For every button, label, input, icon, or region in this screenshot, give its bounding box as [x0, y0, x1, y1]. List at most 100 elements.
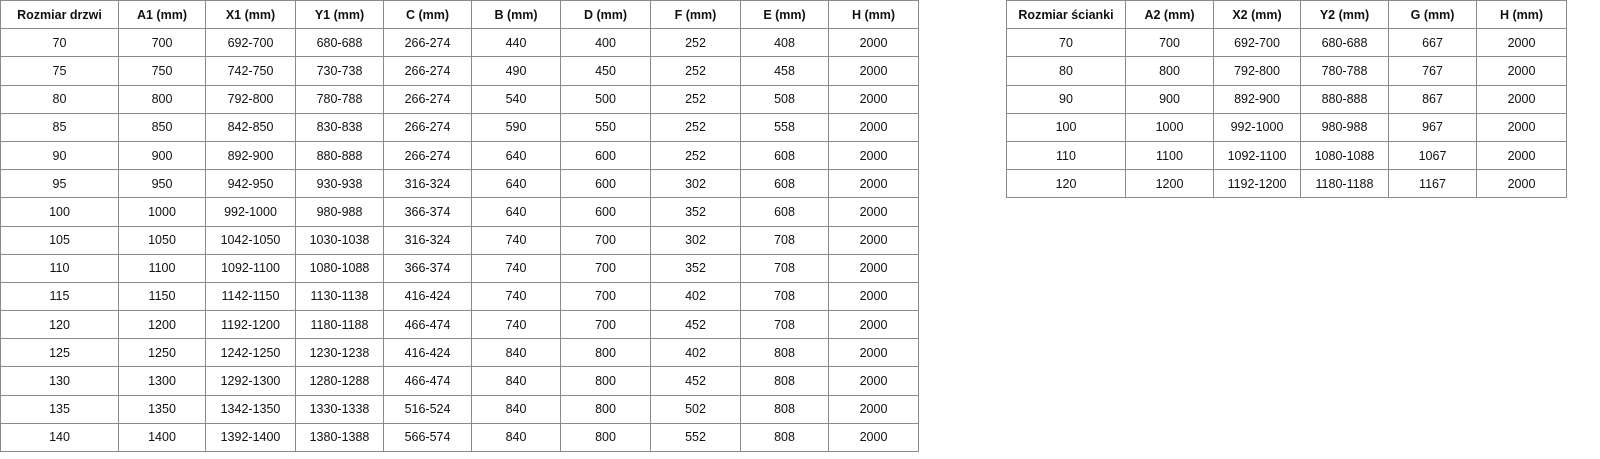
table-cell: 1042-1050: [205, 225, 296, 255]
column-header: X1 (mm): [205, 0, 296, 30]
table-cell: 680-688: [295, 28, 384, 58]
column-header: Y1 (mm): [295, 0, 384, 30]
table-cell: 800: [560, 422, 651, 453]
table-cell: 266-274: [383, 112, 472, 142]
table-cell: 808: [740, 366, 829, 396]
table-cell: 70: [0, 28, 119, 58]
table-cell: 1092-1100: [205, 253, 296, 283]
table-cell: 942-950: [205, 169, 296, 199]
table-cell: 540: [471, 84, 561, 114]
table-cell: 508: [740, 84, 829, 114]
table-cell: 266-274: [383, 28, 472, 58]
table-row: 95 950 942-950 930-938 316-324 640 600 302 608 20…: [0, 169, 919, 199]
table-cell: 950: [118, 169, 206, 199]
table-cell: 1030-1038: [295, 225, 384, 255]
table-cell: 2000: [828, 225, 919, 255]
table-cell: 70: [1006, 28, 1126, 58]
table-cell: 90: [1006, 84, 1126, 114]
door-dimensions-table: Rozmiar drzwi A1 (mm) X1 (mm) Y1 (mm) C (mm)…: [0, 0, 919, 453]
table-row: 80 800 792-800 780-788 767 2000: [1006, 56, 1567, 86]
table-cell: 800: [560, 338, 651, 368]
table-cell: 640: [471, 140, 561, 171]
table-cell: 1242-1250: [205, 338, 296, 368]
table-cell: 692-700: [205, 28, 296, 58]
table-cell: 700: [560, 225, 651, 255]
table-cell: 880-888: [295, 140, 384, 171]
table-cell: 1000: [1125, 112, 1214, 142]
table-cell: 1000: [118, 197, 206, 227]
table-cell: 2000: [828, 112, 919, 142]
table-cell: 792-800: [205, 84, 296, 114]
table-cell: 600: [560, 197, 651, 227]
table-cell: 1092-1100: [1213, 140, 1301, 171]
table-cell: 2000: [828, 253, 919, 283]
table-cell: 680-688: [1300, 28, 1389, 58]
table-cell: 730-738: [295, 56, 384, 86]
table-cell: 2000: [1476, 28, 1567, 58]
table-row: 110 1100 1092-1100 1080-1088 366-374 740 700 35…: [0, 253, 919, 283]
table-row: 90 900 892-900 880-888 867 2000: [1006, 84, 1567, 114]
table-row: 140 1400 1392-1400 1380-1388 566-574 840 800 55…: [0, 422, 919, 453]
table-cell: 840: [471, 394, 561, 424]
table-cell: 2000: [828, 366, 919, 396]
column-header: F (mm): [650, 0, 741, 30]
table-cell: 842-850: [205, 112, 296, 142]
table-cell: 608: [740, 169, 829, 199]
table-cell: 740: [471, 253, 561, 283]
table-row: 115 1150 1142-1150 1130-1138 416-424 740 700 40…: [0, 281, 919, 312]
table-row: 70 700 692-700 680-688 667 2000: [1006, 28, 1567, 58]
table-cell: 110: [1006, 140, 1126, 171]
table-cell: 2000: [828, 56, 919, 86]
table-cell: 740: [471, 225, 561, 255]
table-cell: 700: [118, 28, 206, 58]
table-cell: 1192-1200: [205, 310, 296, 340]
table-cell: 980-988: [295, 197, 384, 227]
table-cell: 352: [650, 253, 741, 283]
table-cell: 850: [118, 112, 206, 142]
column-header: Rozmiar drzwi: [0, 0, 119, 30]
table-row: 130 1300 1292-1300 1280-1288 466-474 840 800 45…: [0, 366, 919, 396]
table-cell: 2000: [1476, 112, 1567, 142]
table-cell: 667: [1388, 28, 1477, 58]
table-cell: 900: [118, 140, 206, 171]
table-cell: 125: [0, 338, 119, 368]
table-cell: 558: [740, 112, 829, 142]
table-cell: 640: [471, 197, 561, 227]
table-cell: 2000: [1476, 140, 1567, 171]
table-cell: 600: [560, 140, 651, 171]
table-cell: 95: [0, 169, 119, 199]
table-cell: 700: [1125, 28, 1214, 58]
table-cell: 566-574: [383, 422, 472, 453]
table-cell: 140: [0, 422, 119, 453]
table-cell: 700: [560, 281, 651, 312]
column-header: E (mm): [740, 0, 829, 30]
table-cell: 2000: [828, 310, 919, 340]
table-cell: 992-1000: [1213, 112, 1301, 142]
table-cell: 840: [471, 366, 561, 396]
table-row: 90 900 892-900 880-888 266-274 640 600 252 608 20…: [0, 140, 919, 171]
table-cell: 780-788: [295, 84, 384, 114]
table-cell: 2000: [828, 394, 919, 424]
table-cell: 450: [560, 56, 651, 86]
table-cell: 302: [650, 225, 741, 255]
table-cell: 402: [650, 281, 741, 312]
table-cell: 466-474: [383, 310, 472, 340]
table-cell: 930-938: [295, 169, 384, 199]
table-cell: 2000: [828, 140, 919, 171]
table-cell: 740: [471, 281, 561, 312]
table-cell: 1142-1150: [205, 281, 296, 312]
table-cell: 80: [1006, 56, 1126, 86]
table-cell: 2000: [828, 28, 919, 58]
table-row: 120 1200 1192-1200 1180-1188 1167 2000: [1006, 169, 1567, 199]
table-cell: 502: [650, 394, 741, 424]
table-cell: 466-474: [383, 366, 472, 396]
table-cell: 252: [650, 140, 741, 171]
table-cell: 1067: [1388, 140, 1477, 171]
table-cell: 1080-1088: [295, 253, 384, 283]
column-header: A1 (mm): [118, 0, 206, 30]
table-cell: 452: [650, 366, 741, 396]
column-header: Rozmiar ścianki: [1006, 0, 1126, 30]
table-cell: 1167: [1388, 169, 1477, 199]
table-cell: 2000: [1476, 84, 1567, 114]
table-cell: 516-524: [383, 394, 472, 424]
